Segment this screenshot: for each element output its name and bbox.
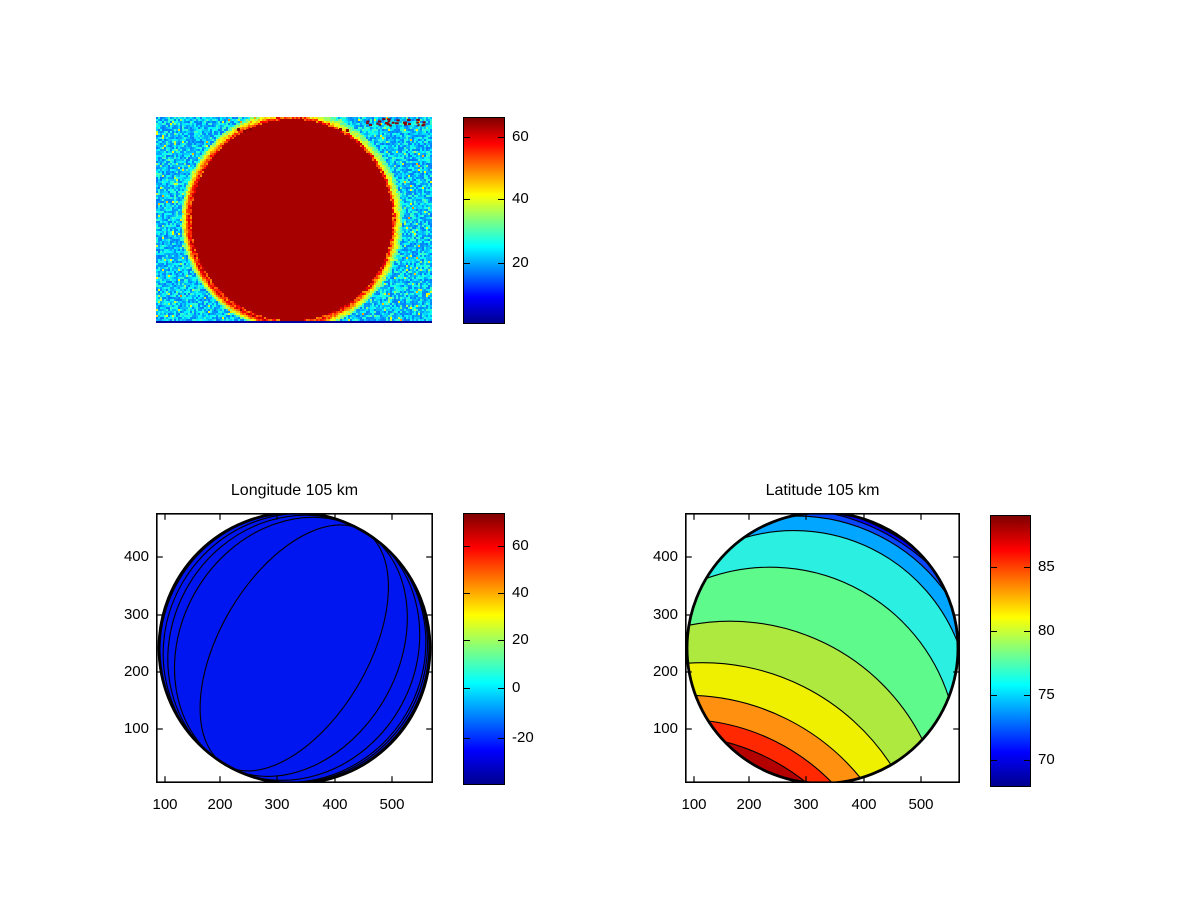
latitude-plot-title: Latitude 105 km xyxy=(765,482,880,499)
longitude-colorbar-tickmark xyxy=(498,688,504,690)
longitude-colorbar-tick-label: 60 xyxy=(512,537,529,554)
image-colorbar-tick-label: 40 xyxy=(512,190,529,207)
latitude-plot-x-tick-label: 500 xyxy=(908,796,934,813)
longitude-plot-x-tick-label: 100 xyxy=(152,796,178,813)
latitude-plot-x-tick-label: 200 xyxy=(736,796,762,813)
latitude-plot-x-tick-label: 300 xyxy=(793,796,819,813)
latitude-plot-x-tick-label: 100 xyxy=(681,796,707,813)
longitude-plot-y-tick-label: 300 xyxy=(123,606,149,623)
latitude-plot-y-tick-label: 200 xyxy=(652,663,678,680)
longitude-plot-title: Longitude 105 km xyxy=(230,482,359,499)
latitude-colorbar-tick-label: 80 xyxy=(1038,622,1055,639)
longitude-colorbar-tickmark xyxy=(464,546,470,548)
latitude-colorbar xyxy=(990,515,1031,787)
longitude-colorbar-tickmark xyxy=(498,593,504,595)
image-colorbar-tick-label: 60 xyxy=(512,128,529,145)
longitude-colorbar-tick-label: 40 xyxy=(512,584,529,601)
longitude-plot-y-tick-label: 400 xyxy=(123,548,149,565)
image-colorbar-tickmark xyxy=(498,199,504,201)
image-colorbar xyxy=(463,117,505,324)
longitude-plot-x-tick-label: 500 xyxy=(379,796,405,813)
longitude-plot-y-tick-label: 200 xyxy=(123,663,149,680)
longitude-colorbar-tickmark xyxy=(464,688,470,690)
longitude-colorbar-tick-label: -20 xyxy=(512,729,534,746)
latitude-contour-plot xyxy=(685,513,960,783)
image-colorbar-tickmark xyxy=(498,263,504,265)
latitude-colorbar-tickmark xyxy=(1024,567,1030,569)
latitude-colorbar-tick-label: 75 xyxy=(1038,686,1055,703)
longitude-colorbar xyxy=(463,513,505,785)
longitude-plot-x-tick-label: 300 xyxy=(264,796,290,813)
longitude-plot-x-tick-label: 400 xyxy=(322,796,348,813)
image-colorbar-tick-label: 20 xyxy=(512,254,529,271)
longitude-colorbar-tickmark xyxy=(498,546,504,548)
longitude-colorbar-tickmark xyxy=(498,738,504,740)
image-colorbar-tickmark xyxy=(464,137,470,139)
latitude-colorbar-tickmark xyxy=(991,567,997,569)
longitude-colorbar-tickmark xyxy=(464,640,470,642)
latitude-plot-y-tick-label: 100 xyxy=(652,720,678,737)
longitude-contour-plot xyxy=(156,513,433,783)
latitude-colorbar-tickmark xyxy=(1024,760,1030,762)
latitude-colorbar-tickmark xyxy=(991,760,997,762)
longitude-colorbar-tick-label: 0 xyxy=(512,679,521,696)
latitude-plot-x-tick-label: 400 xyxy=(851,796,877,813)
latitude-colorbar-tickmark xyxy=(1024,695,1030,697)
longitude-colorbar-tick-label: 20 xyxy=(512,631,529,648)
latitude-colorbar-tickmark xyxy=(1024,631,1030,633)
latitude-plot-y-tick-label: 300 xyxy=(652,606,678,623)
longitude-colorbar-tickmark xyxy=(464,593,470,595)
latitude-colorbar-tickmark xyxy=(991,695,997,697)
latitude-colorbar-tick-label: 70 xyxy=(1038,751,1055,768)
image-colorbar-tickmark xyxy=(464,199,470,201)
longitude-plot-x-tick-label: 200 xyxy=(207,796,233,813)
longitude-colorbar-tickmark xyxy=(464,738,470,740)
longitude-colorbar-tickmark xyxy=(498,640,504,642)
latitude-colorbar-tick-label: 85 xyxy=(1038,558,1055,575)
latitude-colorbar-tickmark xyxy=(991,631,997,633)
latitude-plot-y-tick-label: 400 xyxy=(652,548,678,565)
image-colorbar-tickmark xyxy=(498,137,504,139)
longitude-plot-y-tick-label: 100 xyxy=(123,720,149,737)
planet-image-canvas xyxy=(156,117,432,323)
image-colorbar-tickmark xyxy=(464,263,470,265)
